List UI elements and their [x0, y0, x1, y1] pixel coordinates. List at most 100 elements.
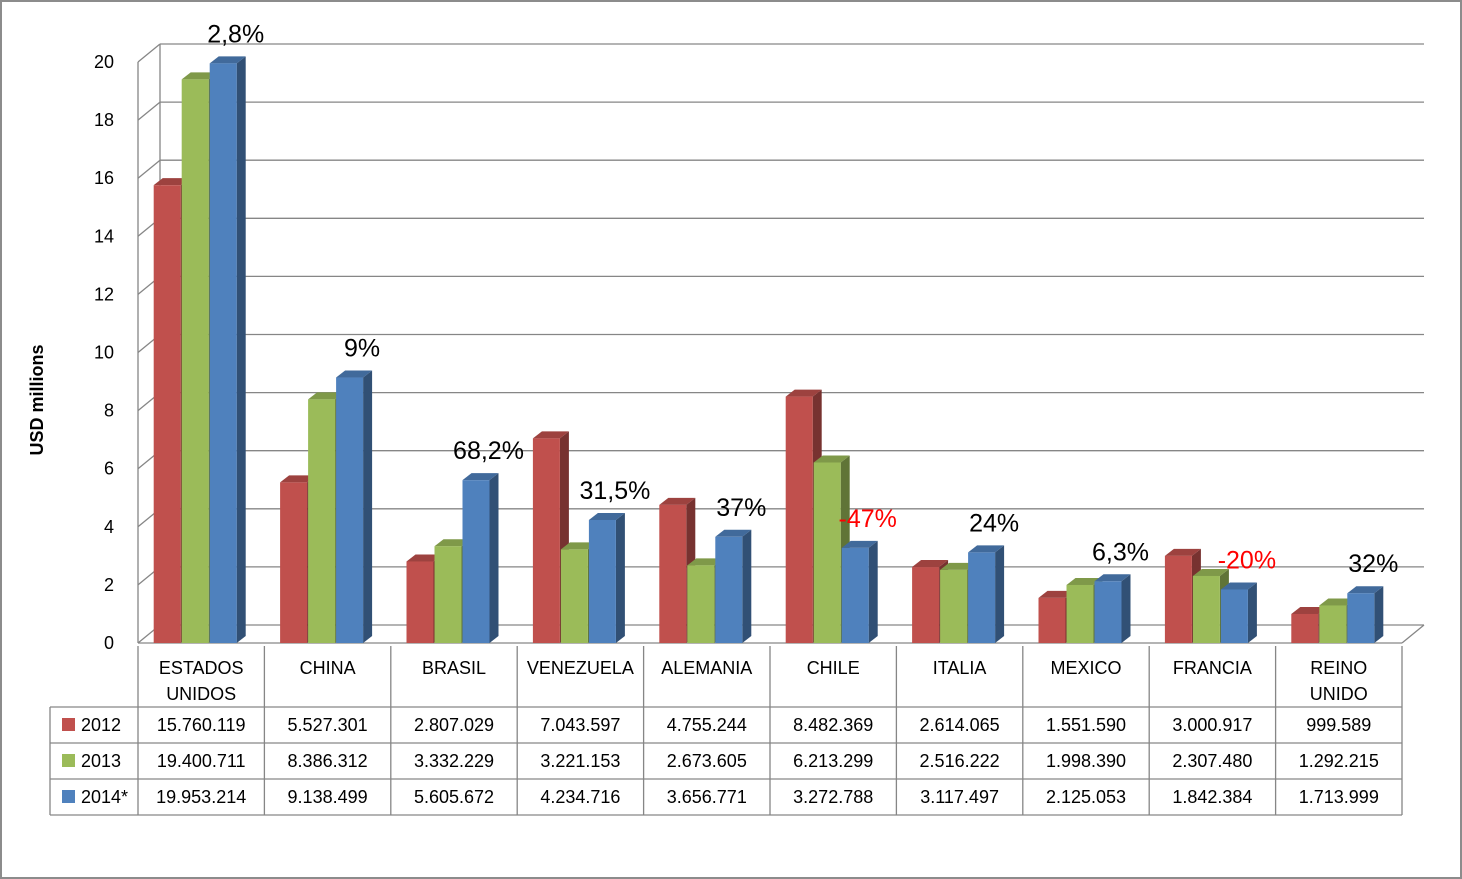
- table-cell: 4.755.244: [667, 715, 747, 735]
- growth-annotation: -20%: [1218, 546, 1276, 574]
- bar-side: [363, 370, 373, 643]
- gridline-side: [137, 159, 161, 179]
- category-label: UNIDOS: [166, 684, 236, 704]
- table-cell: 2.614.065: [920, 715, 1000, 735]
- table-cell: 999.589: [1306, 715, 1371, 735]
- bar: [462, 473, 499, 643]
- table-cell: 2.307.480: [1172, 751, 1252, 771]
- bar: [336, 370, 373, 643]
- bar-top: [940, 562, 977, 570]
- category-label: ESTADOS: [159, 658, 244, 678]
- legend-label: 2014*: [81, 787, 128, 807]
- bar-top: [813, 455, 850, 463]
- growth-annotation: 32%: [1348, 550, 1398, 578]
- bar-side: [1121, 574, 1131, 643]
- table-cell: 3.332.229: [414, 751, 494, 771]
- bar-top: [588, 512, 625, 520]
- bar-front: [1220, 589, 1248, 643]
- y-tick-label: 4: [104, 517, 114, 537]
- bar-top: [434, 539, 471, 547]
- bar-top: [560, 542, 597, 550]
- bar: [841, 540, 878, 643]
- bar-front: [1291, 613, 1319, 643]
- bar-front: [336, 377, 364, 643]
- table-cell: 2.673.605: [667, 751, 747, 771]
- bar-side: [742, 529, 752, 643]
- table-cell: 1.292.215: [1299, 751, 1379, 771]
- y-tick-label: 16: [94, 168, 114, 188]
- bar-side: [236, 56, 246, 644]
- bar: [715, 529, 752, 643]
- legend-swatch: [62, 790, 75, 803]
- y-tick-label: 0: [104, 633, 114, 653]
- y-tick-label: 10: [94, 343, 114, 363]
- category-label: MEXICO: [1050, 658, 1121, 678]
- table-cell: 15.760.119: [157, 715, 246, 735]
- bar-top: [1094, 574, 1131, 582]
- table-cell: 3.272.788: [793, 787, 873, 807]
- y-tick-label: 2: [104, 575, 114, 595]
- bar-top: [1220, 582, 1257, 590]
- growth-annotation: 6,3%: [1092, 538, 1149, 566]
- bar: [209, 56, 246, 644]
- growth-annotation: 24%: [969, 509, 1019, 537]
- table-cell: 1.842.384: [1172, 787, 1252, 807]
- bar-front: [1347, 593, 1375, 643]
- y-tick-label: 12: [94, 284, 114, 304]
- table-cell: 6.213.299: [793, 751, 873, 771]
- table-cell: 19.400.711: [157, 751, 246, 771]
- table-cell: 4.234.716: [540, 787, 620, 807]
- gridline-side: [137, 43, 161, 63]
- legend-label: 2012: [81, 715, 121, 735]
- bar-front: [1094, 581, 1122, 643]
- table-cell: 3.656.771: [667, 787, 747, 807]
- bar-front: [785, 396, 813, 643]
- bar-side: [489, 473, 499, 643]
- table-cell: 8.386.312: [288, 751, 368, 771]
- growth-annotation: 2,8%: [207, 20, 264, 48]
- table-cell: 7.043.597: [540, 715, 620, 735]
- growth-annotation: 37%: [716, 494, 766, 522]
- category-label: BRASIL: [422, 658, 486, 678]
- growth-annotation: 31,5%: [579, 477, 650, 505]
- bar-front: [687, 565, 715, 643]
- category-label: ITALIA: [933, 658, 987, 678]
- y-axis-label: USD millions: [27, 344, 47, 455]
- bar-top: [912, 560, 949, 568]
- bar-front: [1038, 597, 1066, 643]
- bar-top: [406, 554, 443, 562]
- bar-top: [181, 72, 218, 80]
- bar-front: [715, 536, 743, 643]
- table-cell: 3.000.917: [1172, 715, 1252, 735]
- bar-top: [715, 529, 752, 537]
- bar: [1094, 574, 1131, 643]
- bar-top: [687, 558, 724, 566]
- table-cell: 19.953.214: [156, 787, 246, 807]
- bar-side: [1374, 586, 1384, 643]
- bar-side: [1247, 582, 1257, 643]
- bar-front: [462, 480, 490, 643]
- legend-label: 2013: [81, 751, 121, 771]
- category-label: REINO: [1310, 658, 1367, 678]
- bar: [1347, 586, 1384, 643]
- growth-annotation: -47%: [839, 505, 897, 533]
- table-cell: 3.117.497: [920, 787, 999, 807]
- legend-swatch: [62, 718, 75, 731]
- bar-top: [1038, 590, 1075, 598]
- bar-side: [995, 545, 1005, 643]
- bar-front: [940, 569, 968, 643]
- bar-front: [406, 561, 434, 643]
- bar-top: [1192, 568, 1229, 576]
- bar-front: [1164, 555, 1192, 643]
- bar-front: [813, 462, 841, 643]
- category-label: VENEZUELA: [527, 658, 634, 678]
- table-cell: 5.605.672: [414, 787, 494, 807]
- bar-side: [868, 540, 878, 643]
- bar-top: [308, 392, 345, 400]
- bar-front: [209, 63, 237, 644]
- y-tick-label: 8: [104, 401, 114, 421]
- bar-front: [181, 79, 209, 643]
- bar-front: [659, 504, 687, 643]
- bar-front: [434, 546, 462, 643]
